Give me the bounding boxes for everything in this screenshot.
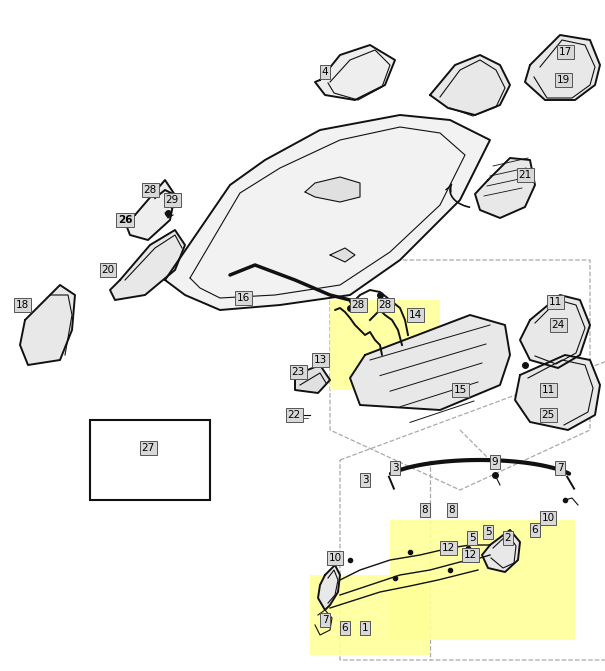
Text: 1: 1 (362, 623, 368, 633)
Text: 10: 10 (329, 553, 342, 563)
Text: 3: 3 (391, 463, 398, 473)
Text: 26: 26 (118, 215, 132, 225)
Text: 16: 16 (237, 293, 250, 303)
Polygon shape (525, 35, 600, 100)
Text: 28: 28 (378, 300, 391, 310)
Bar (90, 420, 210, 500)
Polygon shape (350, 315, 510, 410)
Text: 6: 6 (532, 525, 538, 535)
Polygon shape (520, 295, 590, 368)
Polygon shape (315, 45, 395, 100)
Text: 3: 3 (362, 475, 368, 485)
Text: 28: 28 (352, 300, 365, 310)
Polygon shape (318, 565, 340, 610)
Text: 9: 9 (492, 457, 499, 467)
Polygon shape (125, 180, 175, 240)
Text: 15: 15 (453, 385, 466, 395)
Text: 2: 2 (505, 533, 511, 543)
Text: 19: 19 (557, 75, 570, 85)
Text: 8: 8 (449, 505, 456, 515)
Text: 17: 17 (558, 47, 572, 57)
Text: 11: 11 (541, 385, 555, 395)
Text: 4: 4 (322, 67, 329, 77)
Text: 7: 7 (557, 463, 563, 473)
Polygon shape (110, 230, 185, 300)
Text: 24: 24 (551, 320, 564, 330)
Polygon shape (330, 248, 355, 262)
Polygon shape (295, 365, 330, 393)
Text: 11: 11 (548, 297, 561, 307)
Text: 10: 10 (541, 513, 555, 523)
Text: 25: 25 (541, 410, 555, 420)
Text: 14: 14 (408, 310, 422, 320)
Bar (330, 300, 440, 390)
Text: 21: 21 (518, 170, 532, 180)
Polygon shape (165, 115, 490, 310)
Polygon shape (475, 158, 535, 218)
Text: 8: 8 (422, 505, 428, 515)
Text: 12: 12 (442, 543, 454, 553)
Polygon shape (20, 285, 75, 365)
Text: 18: 18 (15, 300, 28, 310)
Text: 22: 22 (287, 410, 301, 420)
Text: 7: 7 (322, 615, 329, 625)
Text: 29: 29 (165, 195, 178, 205)
Text: 20: 20 (102, 265, 114, 275)
Polygon shape (515, 355, 600, 430)
Text: 23: 23 (292, 367, 305, 377)
Bar (390, 520, 575, 640)
Bar (310, 575, 430, 655)
Text: 5: 5 (485, 527, 491, 537)
Text: 5: 5 (469, 533, 476, 543)
Text: 13: 13 (313, 355, 327, 365)
Polygon shape (305, 177, 360, 202)
Polygon shape (430, 55, 510, 115)
Text: 12: 12 (463, 550, 477, 560)
Text: 6: 6 (342, 623, 348, 633)
Text: 27: 27 (142, 443, 155, 453)
Text: 28: 28 (143, 185, 157, 195)
Polygon shape (482, 530, 520, 572)
